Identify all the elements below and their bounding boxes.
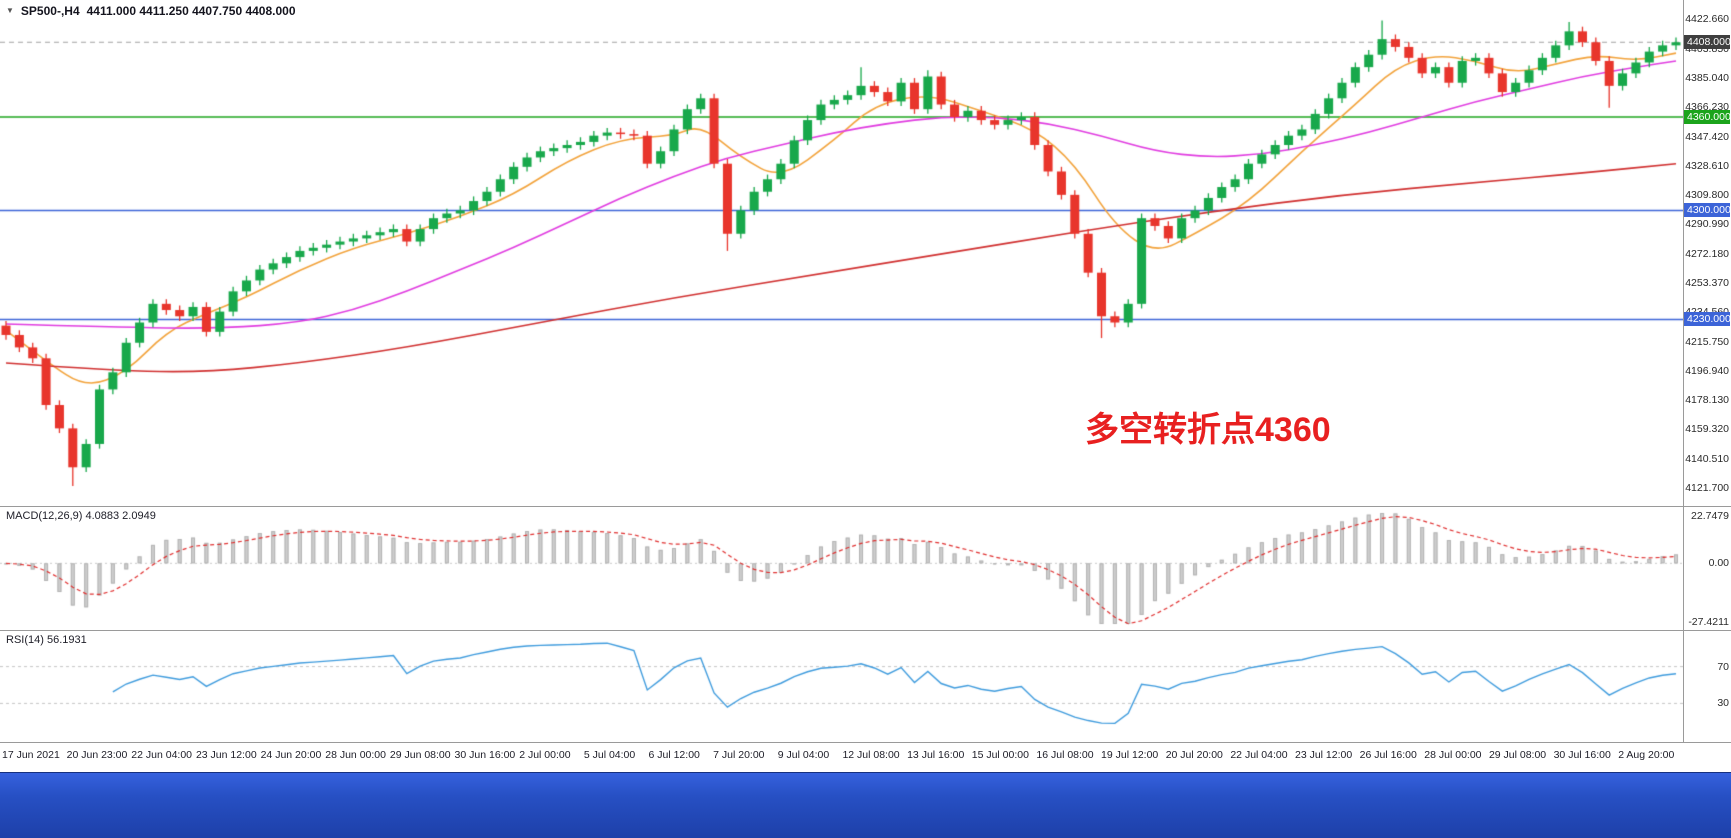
time-axis-label: 23 Jun 12:00 bbox=[195, 749, 257, 761]
time-axis-label: 7 Jul 20:00 bbox=[713, 749, 765, 761]
time-axis-label: 26 Jul 16:00 bbox=[1359, 749, 1417, 761]
time-axis-label: 6 Jul 12:00 bbox=[648, 749, 700, 761]
time-axis-label: 5 Jul 04:00 bbox=[583, 749, 636, 761]
taskbar[interactable] bbox=[0, 772, 1731, 838]
price-axis-label: 4385.040 bbox=[1685, 72, 1729, 84]
price-axis-label: 4196.940 bbox=[1685, 364, 1729, 377]
time-axis-label: 28 Jun 00:00 bbox=[325, 749, 386, 761]
price-badge-4300.000: 4300.000 bbox=[1684, 203, 1731, 218]
time-axis-label: 15 Jul 00:00 bbox=[971, 749, 1029, 761]
price-axis-label: 4328.610 bbox=[1685, 159, 1729, 172]
time-axis-label: 28 Jul 00:00 bbox=[1424, 749, 1482, 761]
time-axis-label: 30 Jul 16:00 bbox=[1553, 749, 1611, 761]
time-axis: 17 Jun 2021 20 Jun 23:00 22 Jun 04:00 23 Ju… bbox=[0, 743, 1731, 772]
price-badge-4230.000: 4230.000 bbox=[1684, 312, 1731, 327]
time-axis-label: 2 Aug 20:00 bbox=[1618, 749, 1675, 761]
rsi-panel: RSI(14) 56.1931 70 30 bbox=[0, 631, 1731, 743]
price-chart-canvas[interactable] bbox=[0, 0, 1683, 506]
time-axis-label: 9 Jul 04:00 bbox=[777, 749, 830, 761]
price-axis-label: 4290.990 bbox=[1685, 218, 1729, 231]
price-axis-label: 4215.750 bbox=[1685, 335, 1729, 348]
price-chart-panel: ▼ SP500-,H4 4411.000 4411.250 4407.750 4… bbox=[0, 0, 1731, 507]
time-axis-label: 20 Jun 23:00 bbox=[66, 749, 128, 761]
rsi-label: RSI(14) 56.1931 bbox=[6, 634, 87, 646]
time-axis-label: 23 Jul 12:00 bbox=[1295, 749, 1353, 761]
time-axis-label: 30 Jun 16:00 bbox=[454, 749, 516, 761]
macd-axis: 22.7479 0.00 -27.4211 bbox=[1683, 507, 1731, 630]
macd-axis-label: 0.00 bbox=[1708, 557, 1729, 570]
price-axis-label: 4253.370 bbox=[1685, 277, 1729, 289]
ohlc-values: 4411.000 4411.250 4407.750 4408.000 bbox=[86, 4, 296, 18]
macd-axis-label: 22.7479 bbox=[1691, 510, 1729, 522]
rsi-canvas[interactable] bbox=[0, 631, 1683, 742]
rsi-axis-label: 30 bbox=[1717, 697, 1729, 710]
macd-panel: MACD(12,26,9) 4.0883 2.0949 22.7479 0.00 -… bbox=[0, 507, 1731, 631]
macd-label: MACD(12,26,9) 4.0883 2.0949 bbox=[6, 510, 156, 522]
price-axis-label: 4159.320 bbox=[1685, 423, 1729, 436]
price-axis-label: 4178.130 bbox=[1685, 394, 1729, 407]
rsi-axis: 70 30 bbox=[1683, 631, 1731, 742]
macd-canvas[interactable] bbox=[0, 507, 1683, 630]
time-axis-label: 12 Jul 08:00 bbox=[842, 749, 900, 761]
chart-menu-icon[interactable]: ▼ bbox=[6, 6, 14, 15]
price-axis-label: 4422.660 bbox=[1685, 13, 1729, 26]
price-axis-label: 4309.800 bbox=[1685, 189, 1729, 202]
time-axis-label: 17 Jun 2021 bbox=[2, 749, 60, 761]
price-axis-label: 4347.420 bbox=[1685, 130, 1729, 143]
symbol-period-label: SP500-,H4 bbox=[20, 4, 80, 18]
macd-axis-label: -27.4211 bbox=[1688, 616, 1729, 628]
price-axis-label: 4140.510 bbox=[1685, 452, 1729, 465]
time-axis-label: 29 Jul 08:00 bbox=[1488, 749, 1547, 761]
time-axis-label: 2 Jul 00:00 bbox=[519, 749, 571, 761]
time-axis-label: 19 Jul 12:00 bbox=[1101, 749, 1159, 761]
turning-point-annotation: 多空转折点4360 bbox=[1085, 411, 1331, 449]
time-axis-label: 22 Jun 04:00 bbox=[131, 749, 193, 761]
price-axis: 4422.6604403.8504385.0404366.2304347.420… bbox=[1683, 0, 1731, 506]
price-axis-label: 4272.180 bbox=[1685, 247, 1729, 260]
price-badge-4408.000: 4408.000 bbox=[1684, 35, 1731, 50]
time-axis-label: 20 Jul 20:00 bbox=[1165, 749, 1223, 761]
time-axis-label: 24 Jun 20:00 bbox=[260, 749, 322, 761]
rsi-axis-label: 70 bbox=[1717, 660, 1729, 673]
chart-title: ▼ SP500-,H4 4411.000 4411.250 4407.750 4… bbox=[6, 4, 296, 18]
time-axis-label: 13 Jul 16:00 bbox=[907, 749, 965, 761]
time-axis-label: 29 Jun 08:00 bbox=[389, 749, 451, 761]
price-axis-label: 4121.700 bbox=[1685, 482, 1729, 494]
time-axis-label: 22 Jul 04:00 bbox=[1230, 749, 1288, 761]
time-axis-label: 16 Jul 08:00 bbox=[1036, 749, 1094, 761]
price-badge-4360.000: 4360.000 bbox=[1684, 109, 1731, 124]
